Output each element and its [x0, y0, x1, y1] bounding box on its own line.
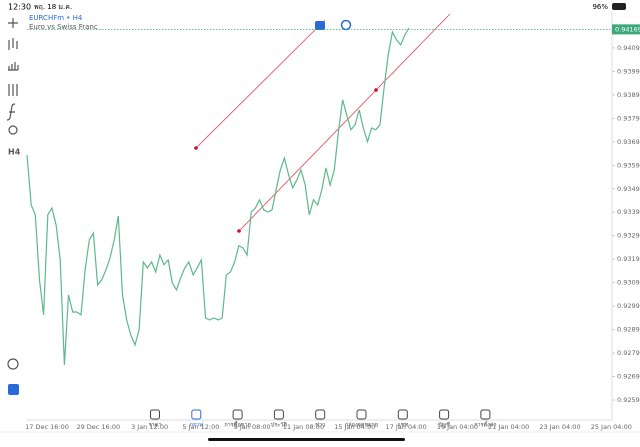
price-line	[26, 27, 410, 365]
tab-icon[interactable]	[439, 409, 450, 420]
tab-label[interactable]: ราคา	[149, 423, 162, 429]
objects-tool[interactable]	[8, 84, 18, 96]
chart-type-tool[interactable]	[8, 38, 18, 50]
tab-icon[interactable]	[356, 409, 367, 420]
current-price-label: 0.94169	[615, 25, 640, 33]
tab-icon[interactable]	[397, 409, 408, 420]
tab-icon[interactable]	[150, 409, 160, 420]
x-tick-label: 25 Jan 04:00	[591, 423, 632, 431]
trend-point[interactable]	[194, 146, 198, 150]
crosshair-tool[interactable]	[8, 18, 18, 28]
current-price-box	[612, 24, 640, 35]
status-battery: 96%	[592, 3, 608, 11]
tab-icon[interactable]	[232, 409, 243, 420]
timeframe[interactable]: H4	[8, 148, 21, 157]
tab-icon[interactable]	[191, 409, 202, 420]
battery-icon	[612, 3, 626, 10]
x-tick-label: 15 Jan 04:00	[334, 423, 375, 431]
trend-point[interactable]	[237, 229, 241, 233]
bottom-tab-bar: ราคา กราฟ การซื้อขาย ประวัติ ข่าว กล่องจดหมาย…	[0, 409, 640, 433]
tab-label[interactable]: การตั้งค่า	[474, 421, 496, 429]
tab-icon[interactable]	[480, 409, 491, 420]
tab-label[interactable]: การซื้อขาย	[224, 421, 250, 429]
tab-label[interactable]: บัญชี	[438, 422, 450, 429]
trend-line[interactable]	[195, 19, 326, 149]
x-tick-label: 17 Dec 16:00	[25, 423, 69, 431]
tab-label[interactable]: กราฟ	[190, 422, 203, 429]
object-handle[interactable]	[340, 19, 352, 31]
tab-label[interactable]: แชท	[397, 422, 408, 429]
trade-button[interactable]	[8, 384, 19, 395]
x-tick-label: 3 Jan 12:00	[131, 423, 168, 431]
tab-label[interactable]: ประวัติ	[271, 422, 287, 429]
x-tick-label: 29 Dec 16:00	[76, 423, 120, 431]
left-toolbar	[6, 18, 19, 370]
symbol-name[interactable]: EURCHFm • H4	[29, 14, 83, 22]
x-tick-label: 5 Jan 12:00	[182, 423, 219, 431]
status-time: 12:30	[8, 3, 31, 12]
x-tick-label: 17 Jan 04:00	[386, 423, 427, 431]
object-handle[interactable]	[315, 21, 325, 30]
zoom-tool[interactable]	[7, 358, 19, 370]
symbol-description: Euro vs Swiss Franc	[29, 23, 98, 31]
function-tool[interactable]	[6, 103, 16, 121]
tab-icon[interactable]	[273, 409, 284, 420]
status-date: พฤ. 18 ม.ค.	[34, 3, 72, 11]
shapes-tool[interactable]	[8, 125, 18, 135]
trend-lines	[194, 13, 451, 233]
x-tick-label: 19 Jan 04:00	[437, 423, 478, 431]
home-indicator	[208, 438, 405, 441]
tab-label[interactable]: กล่องจดหมาย	[345, 423, 378, 429]
trend-line[interactable]	[238, 13, 451, 232]
tab-icon[interactable]	[315, 409, 326, 420]
y-tick-label: 0.92590	[617, 396, 640, 404]
x-tick-label: 11 Jan 08:00	[283, 423, 324, 431]
x-tick-label: 21 Jan 04:00	[488, 423, 529, 431]
indicators-tool[interactable]	[8, 62, 19, 71]
trend-point[interactable]	[374, 88, 378, 92]
x-tick-label: 9 Jan 08:00	[234, 423, 271, 431]
x-tick-label: 23 Jan 04:00	[539, 423, 580, 431]
tab-label[interactable]: ข่าว	[315, 423, 325, 429]
